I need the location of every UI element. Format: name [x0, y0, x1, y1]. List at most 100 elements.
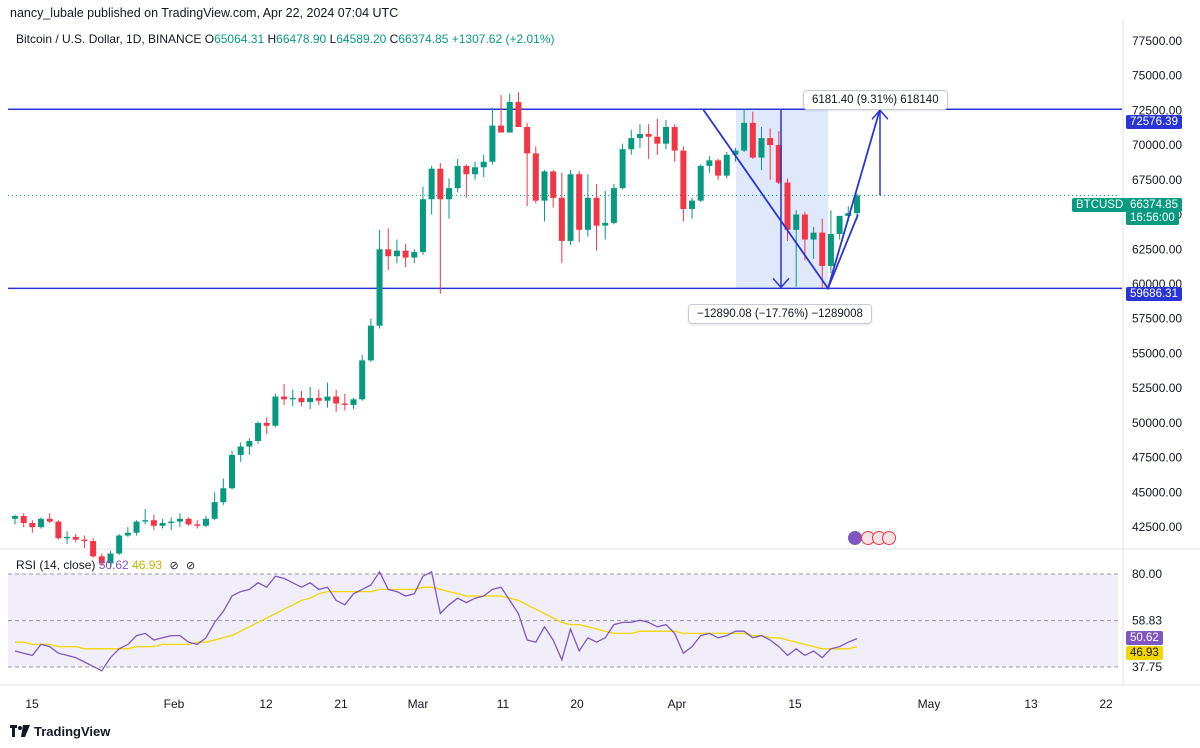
candle-body — [246, 441, 253, 447]
y-tick-label: 70000.00 — [1132, 138, 1182, 152]
candle-body — [784, 182, 791, 230]
candle-body — [142, 520, 149, 522]
candle-body — [255, 422, 262, 442]
x-tick-label: Mar — [408, 697, 429, 711]
rsi-legend: RSI (14, close) 50.62 46.93 ⊘ ⊘ — [16, 558, 195, 572]
candle-body — [767, 138, 774, 146]
y-tick-label: 47500.00 — [1132, 451, 1182, 465]
candle-body — [715, 160, 722, 176]
candle-body — [558, 197, 565, 241]
open-value: 65064.31 — [214, 32, 265, 46]
candle-body — [810, 232, 817, 240]
candle-body — [749, 122, 756, 158]
x-tick-label: 15 — [25, 697, 39, 711]
down-measure-label[interactable]: −12890.08 (−17.76%) −1289008 — [688, 304, 872, 324]
candle-body — [81, 539, 88, 542]
hide-icon[interactable]: ⊘ — [169, 560, 179, 572]
candle-body — [402, 250, 409, 258]
up-arrow-head — [871, 109, 889, 120]
y-tick-label: 52500.00 — [1132, 381, 1182, 395]
candle-body — [298, 397, 305, 403]
candle-body — [480, 161, 487, 168]
candle-body — [541, 171, 548, 201]
x-tick-label: Feb — [164, 697, 185, 711]
rsi-price-tag: 50.62 — [1126, 631, 1163, 645]
rsi-value: 50.62 — [98, 558, 129, 572]
candle-body — [376, 249, 383, 326]
x-tick-label: 22 — [1099, 697, 1113, 711]
candle-body — [315, 397, 322, 401]
rsi-ma-line — [15, 586, 858, 650]
candle-body — [550, 171, 557, 198]
y-tick-label: 75000.00 — [1132, 69, 1182, 83]
candle-body — [289, 397, 296, 400]
up-measure-label[interactable]: 6181.40 (9.31%) 618140 — [803, 90, 948, 110]
candle-body — [689, 200, 696, 209]
y-tick-label: 57500.00 — [1132, 312, 1182, 326]
candle-body — [793, 214, 800, 230]
candle-body — [55, 521, 62, 539]
x-tick-label: Apr — [668, 697, 687, 711]
candle-body — [706, 160, 713, 166]
y-tick-label: 55000.00 — [1132, 346, 1182, 360]
candle-body — [446, 188, 452, 200]
candle-body — [532, 153, 539, 201]
brand-label: TradingView — [34, 724, 111, 739]
candle-body — [758, 138, 765, 158]
candle-body — [515, 101, 522, 127]
candle-body — [628, 138, 635, 150]
x-tick-label: 12 — [259, 697, 273, 711]
candle-body — [263, 422, 270, 426]
symbol-title[interactable]: Bitcoin / U.S. Dollar, 1D, BINANCE — [16, 32, 202, 46]
candle-body — [72, 536, 79, 540]
y-tick-label: 72500.00 — [1132, 103, 1182, 117]
candle-body — [98, 556, 105, 564]
candle-body — [333, 396, 340, 404]
candle-body — [567, 174, 574, 241]
candle-body — [801, 214, 808, 240]
symbol-legend: Bitcoin / U.S. Dollar, 1D, BINANCE O6506… — [16, 32, 554, 46]
candle-body — [593, 197, 600, 226]
candle-body — [472, 167, 479, 175]
candle-body — [845, 213, 852, 216]
hide-icon[interactable]: ⊘ — [186, 560, 196, 572]
y-tick-label: 77500.00 — [1132, 34, 1182, 48]
candle-body — [185, 518, 192, 525]
y-tick-label: 62500.00 — [1132, 242, 1182, 256]
candle-body — [645, 133, 652, 137]
candle-body — [498, 125, 505, 133]
rsi-label[interactable]: RSI (14, close) — [16, 558, 96, 572]
event-marker-icon — [882, 531, 896, 545]
candle-body — [159, 522, 166, 526]
candle-body — [46, 518, 53, 522]
candle-body — [663, 126, 669, 144]
candle-body — [350, 399, 357, 405]
candle-body — [307, 397, 314, 403]
candle-body — [90, 541, 97, 557]
candle-body — [150, 520, 157, 526]
candle-body — [341, 403, 348, 405]
candle-body — [619, 149, 626, 189]
candle-body — [454, 165, 461, 189]
rsi-tick-label: 37.75 — [1132, 660, 1162, 674]
candle-body — [610, 188, 617, 223]
tradingview-brand[interactable]: TradingView — [10, 724, 110, 740]
candle-body — [229, 454, 235, 489]
resistance-price-tag: 72576.39 — [1126, 115, 1182, 129]
close-label: C — [389, 32, 399, 46]
candle-body — [12, 516, 18, 519]
x-tick-label: 21 — [334, 697, 348, 711]
candle-body — [836, 215, 843, 234]
candle-body — [853, 195, 860, 214]
candle-body — [385, 249, 392, 257]
candle-body — [506, 101, 513, 133]
candle-body — [116, 535, 123, 554]
candle-body — [489, 125, 496, 162]
event-marker-icon — [848, 531, 862, 545]
candle-body — [524, 126, 531, 154]
candle-body — [367, 325, 374, 361]
rsi-ma-price-tag: 46.93 — [1126, 646, 1163, 660]
candle-body — [775, 145, 782, 183]
candle-body — [636, 133, 643, 139]
